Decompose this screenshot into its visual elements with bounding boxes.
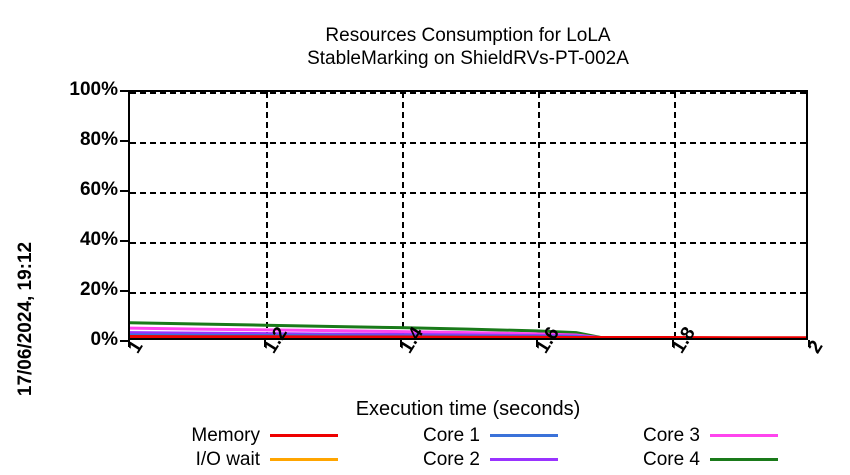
x-axis-tick-mark xyxy=(128,340,130,347)
chart-title-line-1: Resources Consumption for LoLA xyxy=(325,25,611,46)
gridline-vertical xyxy=(402,92,404,338)
legend-label: Core 2 xyxy=(422,448,480,470)
x-axis-tick-mark xyxy=(808,340,810,347)
y-axis-tick-mark xyxy=(120,90,128,92)
legend-label: Memory xyxy=(191,424,260,446)
y-axis-tick-mark xyxy=(120,240,128,242)
x-axis-label: Execution time (seconds) xyxy=(355,398,581,420)
plot-area xyxy=(128,90,808,340)
series-line-memory xyxy=(130,337,806,338)
legend-color-swatch xyxy=(490,457,558,461)
legend-color-swatch xyxy=(710,457,778,461)
legend-color-swatch xyxy=(270,433,338,437)
legend-label: Core 3 xyxy=(642,424,700,446)
series-line-core-4 xyxy=(130,323,806,338)
legend-label: Core 4 xyxy=(642,448,700,470)
series-lines xyxy=(130,92,806,338)
gridline-vertical xyxy=(538,92,540,338)
y-axis-tick-mark xyxy=(120,190,128,192)
gridline-horizontal xyxy=(130,242,806,244)
legend-color-swatch xyxy=(710,433,778,437)
legend-color-swatch xyxy=(270,457,338,461)
page-title: Resources Consumption for LoLA StableMar… xyxy=(128,24,808,70)
plot-inner xyxy=(130,92,806,338)
y-axis-tick-mark xyxy=(120,340,128,342)
gridline-horizontal xyxy=(130,192,806,194)
legend-label: Core 1 xyxy=(422,424,480,446)
gridline-vertical xyxy=(674,92,676,338)
gridline-horizontal xyxy=(130,292,806,294)
y-axis-tick-mark xyxy=(120,140,128,142)
date-stamp: 17/06/2024, 19:12 xyxy=(15,241,36,397)
legend-item-i-o-wait[interactable]: I/O wait xyxy=(150,447,370,471)
y-axis-tick-label: 100% xyxy=(69,79,118,100)
legend-item-memory[interactable]: Memory xyxy=(150,423,370,447)
y-axis-tick-label: 20% xyxy=(79,279,118,300)
y-axis-tick-label: 0% xyxy=(90,329,118,350)
legend-label: I/O wait xyxy=(195,448,260,470)
gridline-horizontal xyxy=(130,92,806,94)
legend-item-core-4[interactable]: Core 4 xyxy=(590,447,810,471)
legend-item-core-3[interactable]: Core 3 xyxy=(590,423,810,447)
legend-color-swatch xyxy=(490,433,558,437)
chart-title-line-2: StableMarking on ShieldRVs-PT-002A xyxy=(307,48,629,69)
y-axis-tick-label: 40% xyxy=(79,229,118,250)
x-axis-tick-mark xyxy=(400,340,402,347)
y-axis-tick-label: 60% xyxy=(79,179,118,200)
y-axis-tick-label: 80% xyxy=(79,129,118,150)
legend-item-core-1[interactable]: Core 1 xyxy=(370,423,590,447)
x-axis-tick-mark xyxy=(264,340,266,347)
x-axis-tick-mark xyxy=(536,340,538,347)
x-axis-tick-mark xyxy=(672,340,674,347)
gridline-vertical xyxy=(266,92,268,338)
legend: Memory Core 1 Core 3 I/O wait Core 2 Core 4 xyxy=(150,423,810,471)
gridline-horizontal xyxy=(130,142,806,144)
series-line-core-3 xyxy=(130,328,806,338)
legend-item-core-2[interactable]: Core 2 xyxy=(370,447,590,471)
y-axis-tick-mark xyxy=(120,290,128,292)
